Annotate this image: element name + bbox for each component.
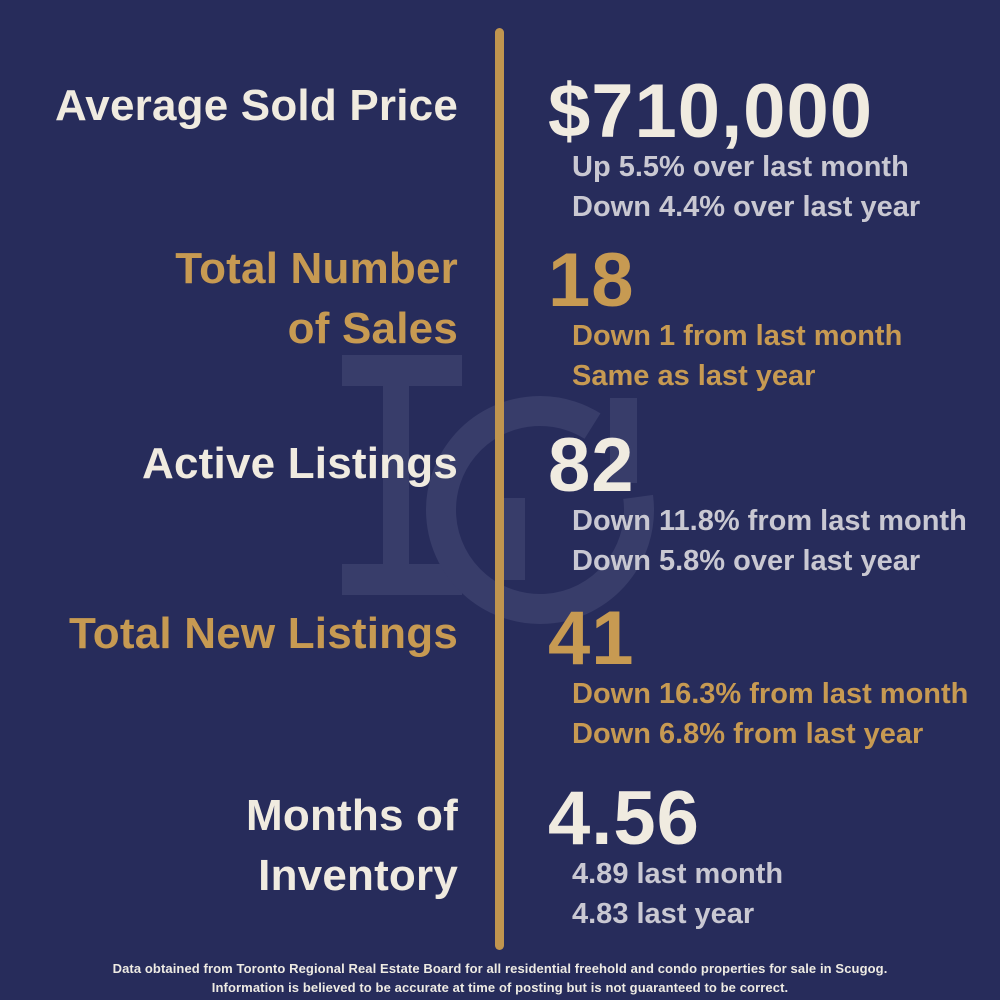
disclaimer-line-2: Information is believed to be accurate a… xyxy=(211,980,789,995)
change-vs-last-year: Down 5.8% over last year xyxy=(572,545,921,577)
change-vs-last-year: 4.83 last year xyxy=(572,898,755,930)
change-vs-last-year: Down 6.8% from last year xyxy=(572,718,924,750)
stat-value-block: $710,000 Up 5.5% over last month Down 4.… xyxy=(548,74,988,227)
stat-value-block: 41 Down 16.3% from last month Down 6.8% … xyxy=(548,601,988,754)
lg-monogram-watermark xyxy=(342,355,654,624)
stat-value: 82 xyxy=(548,423,635,508)
disclaimer-footer: Data obtained from Toronto Regional Real… xyxy=(0,959,1000,997)
stat-changes: 4.89 last month 4.83 last year xyxy=(572,854,988,934)
stat-value: 18 xyxy=(548,238,635,323)
disclaimer-line-1: Data obtained from Toronto Regional Real… xyxy=(112,961,888,976)
change-vs-last-month: 4.89 last month xyxy=(572,858,784,890)
stat-value-block: 82 Down 11.8% from last month Down 5.8% … xyxy=(548,428,988,581)
stat-value: $710,000 xyxy=(548,69,873,154)
stat-value: 4.56 xyxy=(548,776,700,861)
change-vs-last-month: Down 16.3% from last month xyxy=(572,678,969,710)
stat-label: Total New Listings xyxy=(68,609,458,658)
change-vs-last-month: Down 11.8% from last month xyxy=(572,505,967,537)
stat-changes: Down 16.3% from last month Down 6.8% fro… xyxy=(572,674,988,754)
change-vs-last-month: Down 1 from last month xyxy=(572,320,903,352)
stat-label: Active Listings xyxy=(142,439,458,488)
stat-changes: Down 1 from last month Same as last year xyxy=(572,316,988,396)
gold-divider-line xyxy=(495,28,504,950)
change-vs-last-month: Up 5.5% over last month xyxy=(572,151,909,183)
stat-changes: Up 5.5% over last month Down 4.4% over l… xyxy=(572,147,988,227)
stat-label: Average Sold Price xyxy=(54,81,458,130)
stat-label: Months of Inventory xyxy=(246,791,458,900)
change-vs-last-year: Same as last year xyxy=(572,360,816,392)
stat-label: Total Number of Sales xyxy=(175,244,458,353)
stat-changes: Down 11.8% from last month Down 5.8% ove… xyxy=(572,501,988,581)
stat-value-block: 18 Down 1 from last month Same as last y… xyxy=(548,243,988,396)
stat-value: 41 xyxy=(548,596,635,681)
stat-value-block: 4.56 4.89 last month 4.83 last year xyxy=(548,781,988,934)
change-vs-last-year: Down 4.4% over last year xyxy=(572,191,921,223)
